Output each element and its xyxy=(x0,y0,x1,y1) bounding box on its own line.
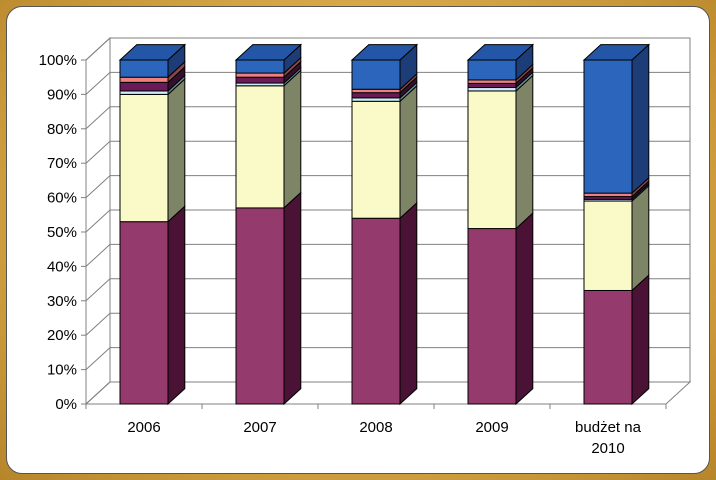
bar-segment-side xyxy=(167,205,186,406)
bar-stack xyxy=(350,43,419,406)
bar-stack xyxy=(118,43,187,406)
bar-segment-side xyxy=(631,43,650,195)
bar-segment-side xyxy=(399,201,418,406)
y-tick-label: 90% xyxy=(47,86,77,103)
y-axis-tick-labels: 0% 10% 20% 30% 40% 50% 60% 70% 80% 90% 100% xyxy=(39,52,77,413)
y-tick-label: 0% xyxy=(55,396,77,413)
bar-stack xyxy=(466,43,535,406)
bar-top xyxy=(350,44,419,61)
gridline xyxy=(85,37,690,61)
bar-segment xyxy=(583,289,633,405)
bar-segment xyxy=(235,72,285,78)
bar-segment-side xyxy=(515,212,534,406)
x-category-label: budżet na xyxy=(575,419,642,436)
bar-segment-side xyxy=(631,273,650,406)
x-category-label: 2006 xyxy=(127,419,160,436)
bar-segment xyxy=(351,217,401,405)
bar-segment xyxy=(351,59,401,90)
bar-segment xyxy=(119,90,169,95)
bar-segment xyxy=(467,82,517,89)
bar-segment xyxy=(467,90,517,230)
bar-segment-side xyxy=(631,184,650,292)
y-tick-label: 30% xyxy=(47,293,77,310)
bar-top xyxy=(118,44,187,61)
bar-segment-side xyxy=(283,69,302,210)
y-tick-label: 40% xyxy=(47,258,77,275)
x-axis-category-labels: 2006 2007 2008 2009 budżet na 2010 xyxy=(127,419,641,457)
bar-segment xyxy=(351,92,401,99)
bar-segment xyxy=(467,79,517,84)
bar-segment xyxy=(119,81,169,92)
y-tick-label: 100% xyxy=(39,52,77,69)
bar-top xyxy=(582,44,651,61)
bar-top xyxy=(234,44,303,61)
bar-segment xyxy=(235,76,285,84)
bar-segment xyxy=(119,59,169,78)
bar-segment xyxy=(235,207,285,405)
y-tick-label: 50% xyxy=(47,224,77,241)
bar-segment xyxy=(583,200,633,291)
x-category-label: 2010 xyxy=(591,440,624,457)
bar-segment xyxy=(235,59,285,74)
y-tick-label: 70% xyxy=(47,155,77,172)
bar-segment-side xyxy=(515,74,534,230)
bar-segment xyxy=(583,59,633,194)
bar-segment xyxy=(235,85,285,209)
bars xyxy=(118,43,651,406)
bar-stack xyxy=(234,43,303,406)
y-tick-label: 10% xyxy=(47,362,77,379)
y-tick-label: 80% xyxy=(47,121,77,138)
bar-segment-side xyxy=(399,84,418,220)
bar-segment xyxy=(119,221,169,405)
bar-segment xyxy=(351,88,401,94)
y-tick-label: 20% xyxy=(47,327,77,344)
bar-top xyxy=(466,44,535,61)
x-category-label: 2007 xyxy=(243,419,276,436)
bar-segment xyxy=(467,228,517,405)
bar-segment xyxy=(351,100,401,219)
bar-segment xyxy=(119,93,169,223)
x-category-label: 2008 xyxy=(359,419,392,436)
bar-segment xyxy=(467,59,517,81)
bar-segment xyxy=(583,192,633,198)
bar-segment xyxy=(351,97,401,102)
bar-segment-side xyxy=(283,191,302,406)
bar-segment xyxy=(119,76,169,83)
bar-segment xyxy=(467,87,517,92)
bar-stack xyxy=(582,43,651,406)
y-tick-label: 60% xyxy=(47,190,77,207)
x-category-label: 2009 xyxy=(475,419,508,436)
bar-segment-side xyxy=(167,77,186,223)
